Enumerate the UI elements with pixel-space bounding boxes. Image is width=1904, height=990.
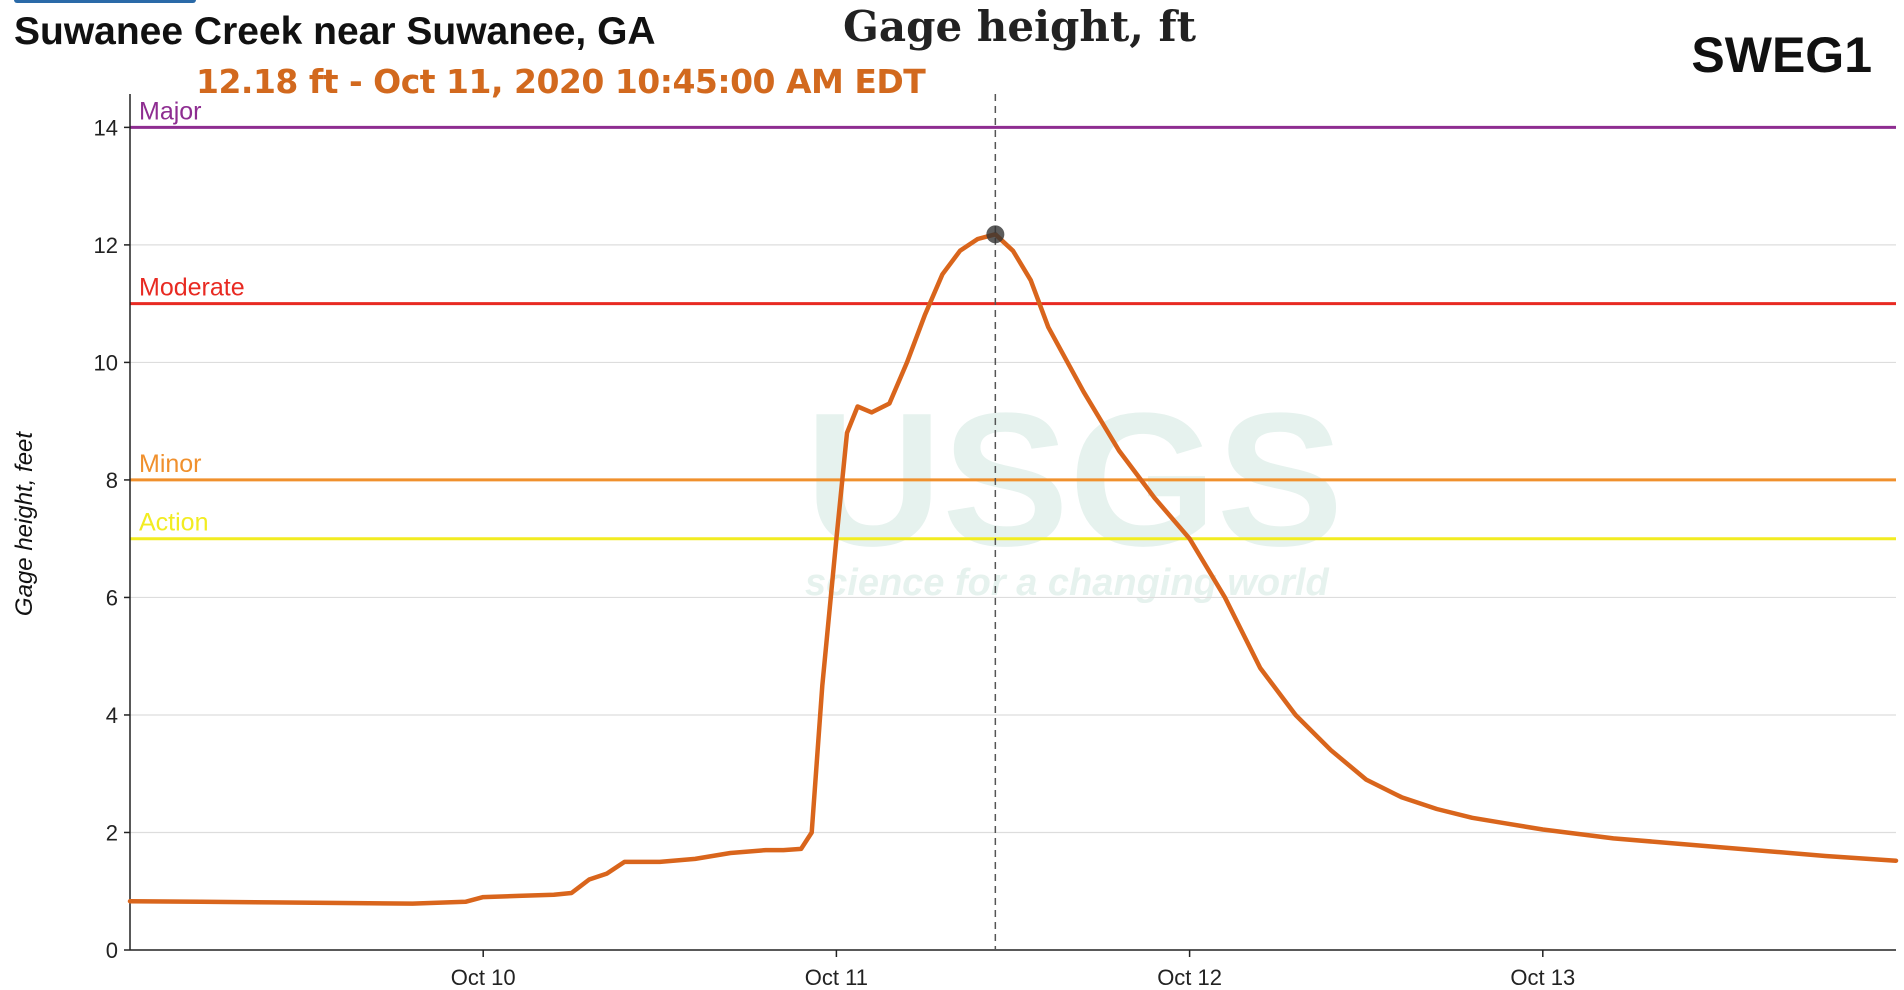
hover-readout: 12.18 ft - Oct 11, 2020 10:45:00 AM EDT: [196, 62, 926, 101]
flood-label-moderate: Moderate: [139, 274, 245, 302]
y-tick-label: 10: [94, 350, 118, 375]
flood-label-minor: Minor: [139, 450, 202, 478]
y-tick-label: 2: [106, 820, 118, 845]
axes: 0 2 4 6 8 10 12 14 Oct 10 Oct 11 Oct 12 Oct 13: [94, 94, 1896, 990]
flood-label-major: Major: [139, 97, 202, 125]
x-tick-label: Oct 13: [1510, 965, 1575, 990]
usgs-watermark: USGS science for a changing world: [805, 374, 1343, 604]
y-tick-label: 14: [94, 115, 118, 140]
flood-stage-lines: Major Moderate Minor Action: [130, 97, 1896, 541]
top-tab-indicator: [14, 0, 196, 3]
y-tick-label: 6: [106, 585, 118, 610]
station-name: Suwanee Creek near Suwanee, GA: [14, 10, 656, 53]
y-tick-label: 8: [106, 468, 118, 493]
chart-title: Gage height, ft: [843, 2, 1197, 51]
y-tick-label: 4: [106, 703, 118, 728]
flood-label-action: Action: [139, 509, 208, 537]
y-tick-label: 12: [94, 233, 118, 258]
gage-height-series-line: [127, 232, 1899, 906]
x-tick-label: Oct 12: [1157, 965, 1222, 990]
hover-point-marker: [986, 225, 1005, 244]
x-tick-label: Oct 10: [451, 965, 516, 990]
y-tick-label: 0: [106, 938, 118, 963]
x-tick-label: Oct 11: [805, 965, 868, 990]
series-layer: [127, 232, 1899, 906]
cursor-layer: [986, 94, 1005, 950]
y-axis-label: Gage height, feet: [11, 431, 38, 616]
station-id: SWEG1: [1691, 27, 1872, 83]
